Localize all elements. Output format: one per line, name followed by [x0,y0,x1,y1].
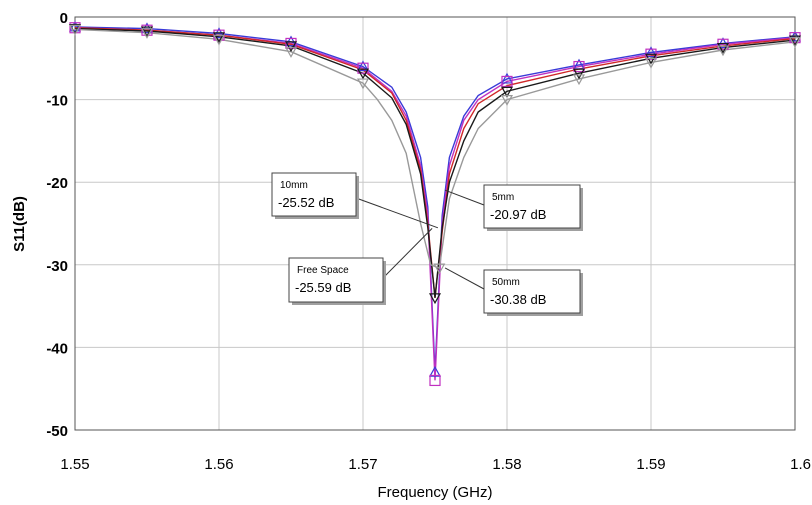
data-point-marker-4 [500,94,514,106]
data-point-marker-1 [429,374,441,387]
annotation-box [271,172,357,217]
y-tick-label: -30 [46,258,68,275]
data-point-marker-3 [428,293,442,305]
data-point-marker-3 [788,35,802,47]
data-point-marker-1 [285,37,297,50]
x-tick-label: 1.6 [790,456,811,473]
tick-labels: 1.55 1.56 1.57 1.58 1.59 1.6 0 -10 -20 -30 -40 -50 [46,10,811,473]
annotation-leader [382,228,433,279]
x-tick-label: 1.56 [204,456,233,473]
y-tick-label: -50 [46,423,68,440]
annotation-0: 10mm -25.52 dB [271,172,439,229]
data-point-marker-0 [716,37,730,49]
data-point-marker-3 [140,26,154,38]
x-axis-title: Frequency (GHz) [377,484,492,501]
annotation-1: 5mm -20.97 dB [444,184,583,231]
annotation-leader [355,197,439,229]
data-point-marker-3 [212,32,226,44]
data-point-marker-4 [68,24,82,36]
x-tick-label: 1.59 [636,456,665,473]
axes [74,16,796,431]
annotation-leader [444,267,485,290]
data-point-marker-4 [140,28,154,39]
series-line-1 [74,27,796,381]
annotation-value: -20.97 dB [490,207,546,222]
data-point-marker-0 [428,365,442,377]
annotation-value: -25.52 dB [278,195,334,210]
annotation-value: -30.38 dB [490,292,546,307]
y-tick-label: -40 [46,340,68,357]
annotation-2: Free Space -25.59 dB [288,228,433,305]
data-point-marker-4 [433,263,446,275]
data-point-marker-0 [68,20,82,32]
annotation-3: 50mm -30.38 dB [444,267,583,316]
data-point-marker-4 [212,34,226,46]
data-point-marker-1 [573,60,585,73]
x-tick-label: 1.58 [492,456,521,473]
x-tick-label: 1.57 [348,456,377,473]
annotation-name: 50mm [492,277,520,288]
data-point-marker-1 [357,62,369,74]
data-point-marker-3 [572,68,586,80]
annotation-leader [444,189,485,206]
x-tick-label: 1.55 [60,456,89,473]
data-point-marker-0 [284,35,298,47]
data-point-marker-3 [716,42,730,54]
data-point-marker-0 [140,22,154,34]
data-point-marker-0 [500,72,514,84]
data-point-marker-3 [500,86,514,98]
data-point-marker-1 [501,75,513,88]
data-point-marker-4 [284,47,298,58]
data-point-marker-0 [644,46,658,58]
y-tick-label: -20 [46,175,68,192]
annotation-box [483,184,581,229]
annotation-value: -25.59 dB [295,280,351,295]
annotation-box [483,269,581,314]
annotation-name: 5mm [492,192,514,203]
data-point-marker-0 [356,60,370,72]
data-point-marker-4 [356,78,370,90]
data-point-marker-4 [572,74,586,86]
y-tick-label: -10 [46,93,68,110]
annotation-name: 10mm [280,180,308,191]
data-point-marker-4 [716,45,730,57]
data-point-marker-3 [356,68,370,80]
data-point-marker-3 [284,41,298,53]
plot-frame [74,16,796,431]
annotation-name: Free Space [297,265,349,276]
data-point-marker-4 [788,37,802,49]
annotations-group: 10mm -25.52 dB 5mm -20.97 dB Free Space -25.5… [271,172,583,316]
data-point-marker-4 [644,57,658,69]
annotation-box [288,257,384,303]
markers-group [68,20,802,387]
y-axis-title: S11(dB) [11,196,28,252]
y-tick-label: 0 [60,10,68,27]
